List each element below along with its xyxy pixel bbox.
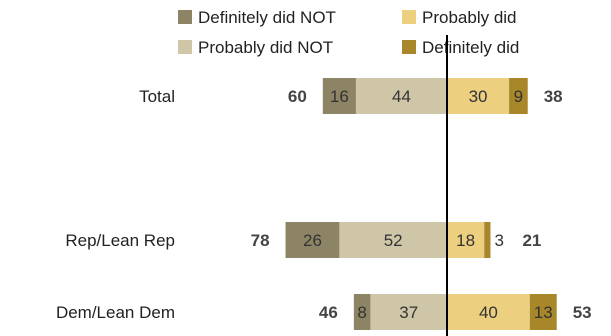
value-label-probably-did: 40 [479, 303, 498, 322]
net-positive-label: 53 [573, 303, 592, 322]
value-label-probably-did-not: 44 [392, 87, 411, 106]
net-negative-label: 78 [251, 231, 270, 250]
category-label: Rep/Lean Rep [65, 231, 175, 250]
category-label: Total [139, 87, 175, 106]
value-label-probably-did-not: 52 [384, 231, 403, 250]
bar-probably-did [447, 222, 485, 258]
bar-probably-did [447, 78, 510, 114]
value-label-definitely-did-not: 26 [303, 231, 322, 250]
legend: Definitely did NOT Probably did Probably d… [178, 8, 519, 57]
bar-probably-did-not [355, 78, 447, 114]
legend-swatch-definitely-did-not [178, 10, 192, 24]
value-label-probably-did-not: 37 [399, 303, 418, 322]
bar-definitely-did [509, 78, 528, 114]
legend-swatch-probably-did-not [178, 40, 192, 54]
value-label-definitely-did: 9 [514, 87, 523, 106]
row-dem-lean-dem: Dem/Lean Dem 37 8 40 13 46 53 [56, 294, 592, 330]
net-negative-label: 60 [288, 87, 307, 106]
value-label-definitely-did-not: 8 [357, 303, 366, 322]
row-total: Total 44 16 30 9 60 38 [139, 78, 563, 114]
value-label-definitely-did: 13 [534, 303, 553, 322]
value-label-probably-did: 18 [456, 231, 475, 250]
net-positive-label: 21 [522, 231, 541, 250]
bar-probably-did-not [370, 294, 447, 330]
bar-definitely-did [529, 294, 557, 330]
net-positive-label: 38 [544, 87, 563, 106]
value-label-definitely-did: 3 [494, 231, 503, 250]
legend-swatch-definitely-did [402, 40, 416, 54]
net-negative-label: 46 [319, 303, 338, 322]
legend-label-definitely-did: Definitely did [422, 38, 519, 57]
legend-label-definitely-did-not: Definitely did NOT [198, 8, 336, 27]
bar-definitely-did-not [353, 294, 371, 330]
bar-definitely-did-not [285, 222, 340, 258]
legend-label-probably-did-not: Probably did NOT [198, 38, 333, 57]
value-label-probably-did: 30 [469, 87, 488, 106]
bar-probably-did [447, 294, 530, 330]
bar-definitely-did-not [322, 78, 356, 114]
legend-swatch-probably-did [402, 10, 416, 24]
value-label-definitely-did-not: 16 [330, 87, 349, 106]
bar-definitely-did [484, 222, 491, 258]
bar-probably-did-not [339, 222, 447, 258]
category-label: Dem/Lean Dem [56, 303, 175, 322]
legend-label-probably-did: Probably did [422, 8, 517, 27]
row-rep-lean-rep: Rep/Lean Rep 52 26 18 3 78 21 [65, 222, 541, 258]
